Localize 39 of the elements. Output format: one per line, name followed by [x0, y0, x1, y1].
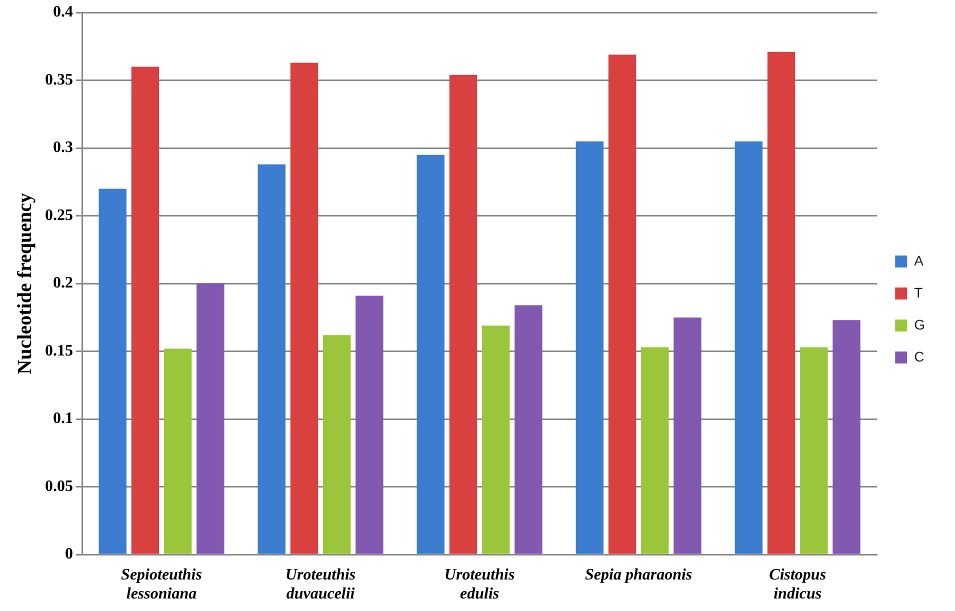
y-tick-label: 0.05	[45, 478, 73, 495]
x-tick-label: Uroteuthis edulis	[444, 566, 515, 603]
bar	[322, 335, 351, 554]
bar	[449, 74, 478, 554]
bar	[482, 326, 510, 554]
bar	[674, 317, 702, 554]
y-tick-label: 0	[65, 546, 73, 563]
bar	[416, 154, 445, 554]
bar	[131, 66, 160, 554]
y-tick-label: 0.2	[53, 274, 73, 292]
y-tick-label: 0.3	[53, 139, 73, 156]
bar	[164, 348, 192, 554]
legend-label: C	[914, 348, 924, 364]
bar	[576, 141, 604, 554]
x-tick-label: Sepia pharaonis	[585, 566, 692, 584]
y-tick-label: 0.1	[53, 410, 73, 428]
y-tick-label: 0.35	[45, 71, 73, 88]
legend-label: A	[914, 252, 924, 268]
y-tick-label: 0.4	[53, 4, 73, 21]
x-tick-label: Cistopus indicus	[769, 566, 826, 603]
y-tick-label: 0.15	[45, 342, 73, 360]
bar	[196, 284, 224, 554]
bar	[800, 347, 828, 554]
bar	[641, 347, 669, 554]
bar	[98, 188, 126, 554]
bar	[514, 305, 542, 554]
bar	[832, 320, 860, 554]
x-tick-label: Uroteuthis duvaucelii	[285, 566, 356, 603]
legend-label: T	[914, 284, 924, 300]
bar	[608, 54, 636, 554]
bar	[734, 141, 763, 554]
bar	[258, 164, 286, 554]
bar	[290, 62, 318, 554]
y-axis-title: Nucleotide frequency	[14, 192, 36, 374]
y-tick-label: 0.25	[45, 206, 73, 224]
legend-label: G	[914, 316, 925, 332]
bar	[767, 52, 796, 554]
bar	[356, 296, 384, 554]
x-tick-label: Sepioteuthis lessoniana	[121, 566, 202, 603]
